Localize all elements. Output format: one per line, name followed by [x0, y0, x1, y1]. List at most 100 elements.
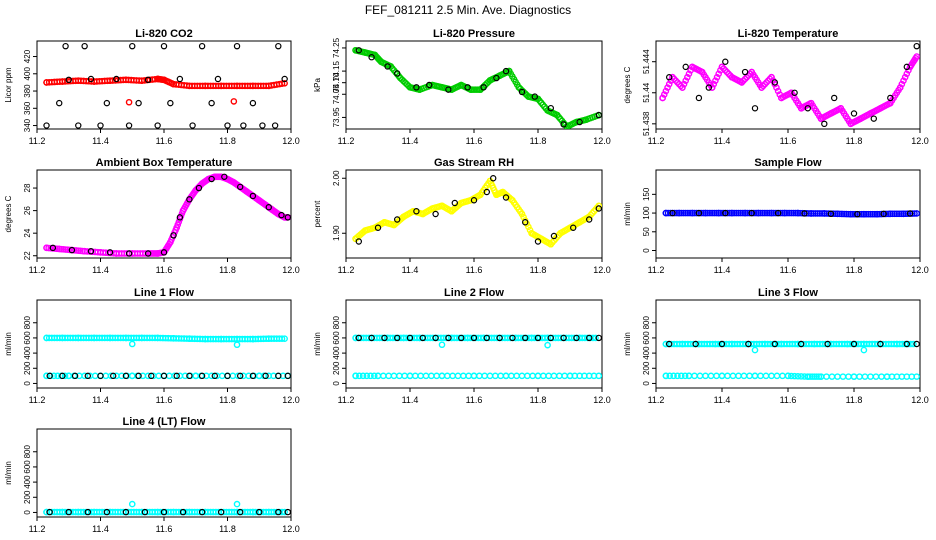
data-point	[444, 372, 451, 380]
data-point	[783, 209, 791, 217]
reference-point	[774, 209, 782, 217]
reference-point	[406, 334, 414, 342]
reference-point	[480, 84, 487, 91]
y-tick-label: 200	[642, 361, 651, 375]
y-tick-label: 100	[642, 206, 651, 220]
data-point	[741, 75, 749, 83]
data-point	[154, 508, 161, 516]
data-point	[278, 80, 286, 88]
data-point	[728, 209, 736, 217]
data-point	[895, 210, 903, 218]
reference-point	[249, 372, 257, 380]
data-point	[43, 372, 50, 380]
data-point	[832, 210, 839, 218]
data-point	[544, 341, 551, 349]
reference-point	[413, 84, 420, 91]
reference-point	[522, 219, 529, 226]
data-point	[528, 229, 535, 237]
reference-point	[186, 196, 193, 203]
data-point	[674, 372, 681, 380]
data-point	[508, 372, 515, 380]
y-tick-label: 800	[23, 316, 32, 330]
data-point	[390, 372, 398, 380]
data-point	[911, 210, 918, 217]
reference-point	[798, 340, 805, 348]
reference-point	[573, 334, 580, 342]
data-point	[722, 67, 729, 74]
reference-point	[771, 79, 779, 86]
data-point	[856, 373, 863, 380]
data-point	[438, 372, 446, 380]
reference-point	[68, 246, 76, 254]
reference-point	[518, 88, 526, 96]
x-tick-label: 12.0	[282, 265, 300, 275]
reference-point	[256, 508, 263, 516]
reference-point	[470, 197, 478, 204]
reference-point	[103, 508, 111, 516]
data-point	[726, 209, 734, 217]
data-point	[589, 334, 597, 342]
data-point	[706, 209, 714, 217]
data-point	[480, 334, 487, 342]
y-tick-label: 0	[642, 248, 651, 253]
data-point	[772, 209, 780, 217]
data-point	[582, 116, 590, 124]
reference-point	[419, 334, 426, 342]
data-point	[902, 210, 910, 218]
data-point	[804, 373, 812, 380]
data-point	[909, 210, 916, 217]
data-point	[755, 209, 762, 217]
data-point	[903, 70, 911, 78]
panel-title: Li-820 Pressure	[433, 28, 515, 40]
plot-frame	[655, 40, 921, 130]
reference-point	[547, 334, 555, 342]
data-point	[799, 209, 806, 217]
x-tick-label: 11.6	[156, 136, 173, 146]
plot-marks	[659, 42, 920, 128]
data-point	[106, 508, 114, 516]
reference-point	[278, 211, 285, 219]
reference-point	[666, 74, 673, 81]
data-point	[265, 335, 273, 342]
reference-point	[426, 81, 433, 89]
x-tick-label: 11.6	[780, 136, 797, 146]
data-point	[671, 209, 679, 217]
data-point	[784, 372, 792, 380]
data-point	[55, 245, 63, 253]
data-point	[387, 63, 395, 70]
data-point	[913, 373, 920, 380]
data-point	[730, 209, 738, 217]
data-point	[460, 372, 467, 380]
reference-point	[84, 372, 92, 380]
y-tick-label: 50	[642, 227, 651, 236]
reference-point	[913, 42, 920, 50]
plot-marks	[352, 175, 602, 248]
reference-point	[224, 122, 231, 129]
data-point	[878, 373, 885, 380]
reference-point	[135, 372, 142, 380]
reference-point	[236, 372, 244, 380]
reference-point	[824, 340, 831, 348]
panel-co2: Li-820 CO2 Licor ppm 11.2 11.4 11.6 11.8 12.0 3…	[4, 28, 300, 146]
x-tick-label: 12.0	[911, 136, 929, 146]
data-point	[371, 224, 379, 232]
data-point	[481, 372, 488, 380]
data-point	[448, 86, 455, 93]
data-point	[449, 372, 456, 380]
y-axis-label: degrees C	[623, 66, 632, 103]
data-point	[695, 340, 703, 348]
reference-point	[87, 75, 95, 83]
data-point	[352, 46, 359, 54]
reference-point	[854, 210, 861, 218]
reference-point	[198, 508, 206, 516]
data-point	[861, 373, 869, 380]
data-point	[712, 340, 719, 348]
y-tick-label: 51.438	[642, 111, 651, 136]
y-axis-label: Licor ppm	[4, 67, 13, 102]
plot-marks	[352, 46, 602, 129]
y-tick-label: 0	[23, 510, 32, 515]
data-point	[417, 372, 424, 380]
reference-point	[821, 120, 828, 128]
data-point	[170, 80, 177, 88]
data-point	[766, 75, 774, 83]
